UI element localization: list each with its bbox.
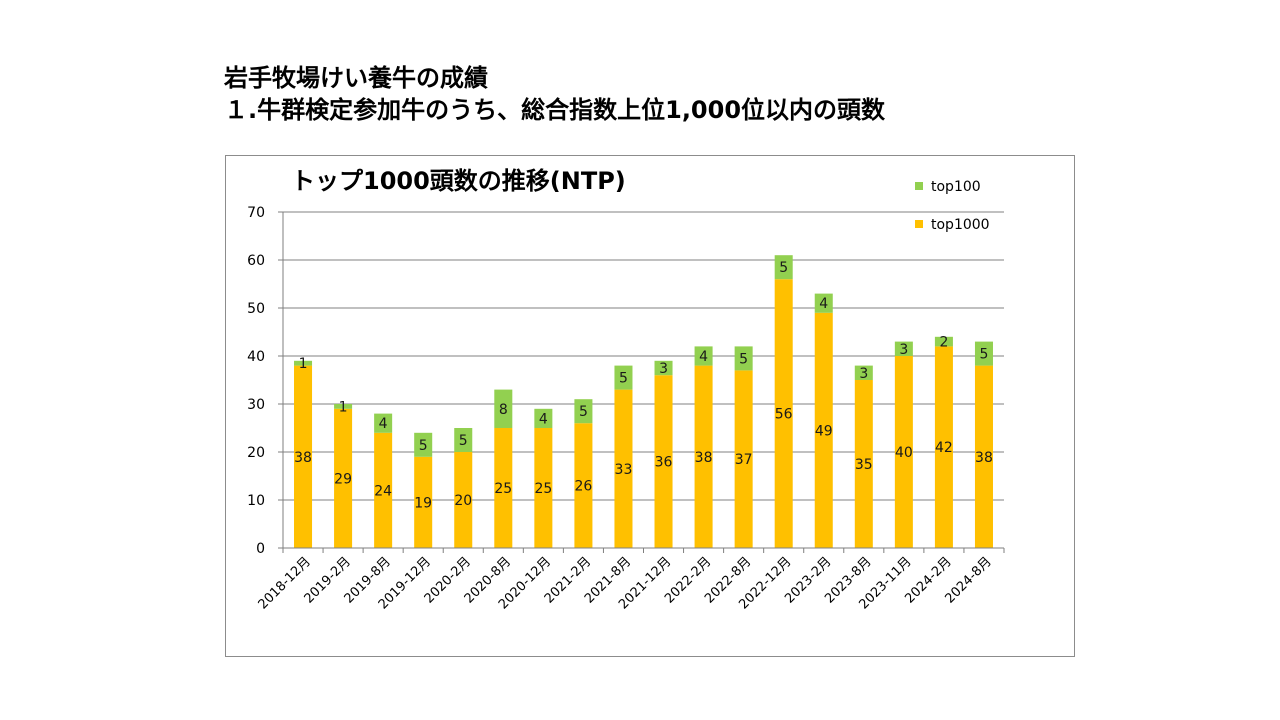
data-label-top1000: 38 (695, 450, 713, 466)
y-tick-label: 60 (247, 253, 265, 269)
data-labels: 3812912441952052582542653353633843755654… (294, 260, 993, 511)
bar-series (294, 255, 993, 548)
bar-top100 (614, 365, 633, 390)
bar-top100 (334, 404, 353, 409)
slide-title-line-1: 岩手牧場けい養牛の成績 (224, 64, 488, 92)
data-label-top100: 5 (619, 371, 628, 387)
bar-top1000 (294, 365, 313, 548)
bar-top1000 (374, 432, 393, 548)
bar-top1000 (574, 423, 593, 548)
bar-top1000 (974, 365, 993, 548)
gridlines (283, 211, 1004, 501)
y-tick-label: 20 (247, 445, 265, 461)
data-label-top100: 1 (299, 356, 308, 372)
bar-top1000 (774, 279, 793, 548)
data-label-top1000: 19 (414, 495, 432, 511)
slide-title: 岩手牧場けい養牛の成績 １.牛群検定参加牛のうち、総合指数上位1,000位以内の… (224, 62, 885, 126)
data-label-top100: 3 (859, 366, 868, 382)
data-label-top1000: 56 (775, 407, 793, 423)
data-label-top100: 5 (980, 347, 989, 363)
bar-top100 (294, 360, 313, 366)
data-label-top1000: 49 (815, 423, 833, 439)
bar-top100 (494, 389, 513, 428)
chart-frame: トップ1000頭数の推移(NTP) top100 top1000 0 10 20 30 4… (225, 155, 1075, 657)
data-label-top1000: 26 (575, 479, 593, 495)
bar-top100 (734, 346, 753, 371)
y-axis: 0 10 20 30 40 50 60 70 (247, 205, 284, 557)
bar-top1000 (414, 456, 433, 548)
bar-top1000 (934, 346, 953, 548)
data-label-top100: 2 (939, 335, 948, 351)
bar-top100 (694, 346, 713, 366)
bar-top1000 (894, 356, 913, 548)
legend-swatch-top1000 (915, 220, 923, 228)
data-label-top1000: 38 (975, 450, 993, 466)
data-label-top100: 4 (819, 296, 828, 312)
data-label-top1000: 33 (615, 462, 633, 478)
bar-top1000 (854, 380, 873, 548)
data-label-top100: 5 (739, 351, 748, 367)
bar-top1000 (614, 389, 633, 548)
chart-title: トップ1000頭数の推移(NTP) (291, 167, 626, 195)
bar-top1000 (534, 428, 553, 548)
data-label-top100: 3 (659, 361, 668, 377)
bar-top100 (654, 360, 673, 376)
bar-chart: トップ1000頭数の推移(NTP) top100 top1000 0 10 20 30 4… (247, 167, 1005, 612)
bar-top100 (414, 432, 433, 457)
y-tick-label: 40 (247, 349, 265, 365)
bar-top100 (854, 365, 873, 380)
data-label-top1000: 25 (494, 481, 512, 497)
bar-top1000 (654, 375, 673, 548)
data-label-top100: 5 (579, 404, 588, 420)
bar-top1000 (814, 312, 833, 548)
data-label-top100: 5 (419, 438, 428, 454)
y-tick-label: 50 (247, 301, 265, 317)
legend-label-top1000: top1000 (931, 217, 990, 233)
data-label-top1000: 29 (334, 471, 352, 487)
data-label-top100: 5 (459, 433, 468, 449)
data-label-top100: 4 (379, 416, 388, 432)
legend-swatch-top100 (915, 182, 923, 190)
legend-label-top100: top100 (931, 179, 981, 195)
data-label-top1000: 37 (735, 452, 753, 468)
bar-top1000 (694, 365, 713, 548)
bar-top100 (974, 341, 993, 366)
data-label-top1000: 20 (454, 493, 472, 509)
bar-top100 (574, 399, 593, 424)
data-label-top100: 8 (499, 402, 508, 418)
bar-top100 (534, 408, 553, 428)
x-axis: 2018-12月2019-2月2019-8月2019-12月2020-2月202… (256, 547, 1005, 612)
bar-top100 (454, 428, 473, 452)
slide-title-line-2: １.牛群検定参加牛のうち、総合指数上位1,000位以内の頭数 (224, 96, 886, 124)
x-tick-label: 2018-12月 (256, 554, 314, 612)
data-label-top1000: 38 (294, 450, 312, 466)
data-label-top100: 1 (339, 399, 348, 415)
data-label-top1000: 40 (895, 445, 913, 461)
bar-top1000 (454, 452, 473, 548)
data-label-top100: 4 (539, 411, 548, 427)
bar-top1000 (334, 408, 353, 548)
data-label-top100: 3 (899, 342, 908, 358)
bar-top100 (814, 293, 833, 313)
chart-legend: top100 top1000 (915, 179, 990, 233)
bar-top1000 (734, 370, 753, 548)
y-tick-label: 30 (247, 397, 265, 413)
bar-top100 (374, 413, 393, 433)
data-label-top1000: 36 (655, 455, 673, 471)
data-label-top100: 5 (779, 260, 788, 276)
data-label-top1000: 42 (935, 440, 953, 456)
bar-top100 (894, 341, 913, 356)
bar-top1000 (494, 428, 513, 548)
data-label-top1000: 35 (855, 457, 873, 473)
y-tick-label: 0 (256, 541, 265, 557)
bar-top100 (934, 336, 953, 347)
data-label-top1000: 25 (534, 481, 552, 497)
bar-top100 (774, 255, 793, 280)
y-tick-label: 70 (247, 205, 265, 221)
data-label-top100: 4 (699, 349, 708, 365)
y-tick-label: 10 (247, 493, 265, 509)
data-label-top1000: 24 (374, 483, 392, 499)
